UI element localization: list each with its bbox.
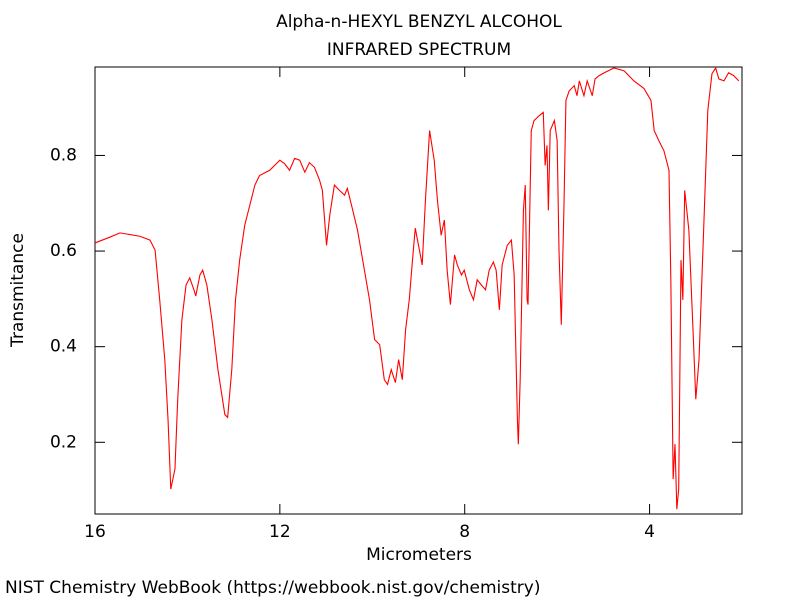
- y-tick-label: 0.4: [50, 337, 77, 357]
- y-axis-label: Transmitance: [8, 233, 28, 348]
- y-tick-label: 0.6: [50, 241, 77, 261]
- x-axis-label: Micrometers: [366, 545, 472, 565]
- y-tick-label: 0.2: [50, 432, 77, 452]
- chart-subtitle: INFRARED SPECTRUM: [327, 40, 511, 60]
- chart-title: Alpha-n-HEXYL BENZYL ALCOHOL: [276, 12, 562, 32]
- x-tick-label: 12: [269, 522, 291, 542]
- x-tick-label: 8: [459, 522, 470, 542]
- x-tick-label: 16: [84, 522, 106, 542]
- spectrum-line: [94, 66, 740, 510]
- y-tick-label: 0.8: [50, 145, 77, 165]
- footer: NIST Chemistry WebBook (https://webbook.…: [5, 578, 540, 598]
- plot-frame: [94, 66, 743, 515]
- x-tick-label: 4: [644, 522, 655, 542]
